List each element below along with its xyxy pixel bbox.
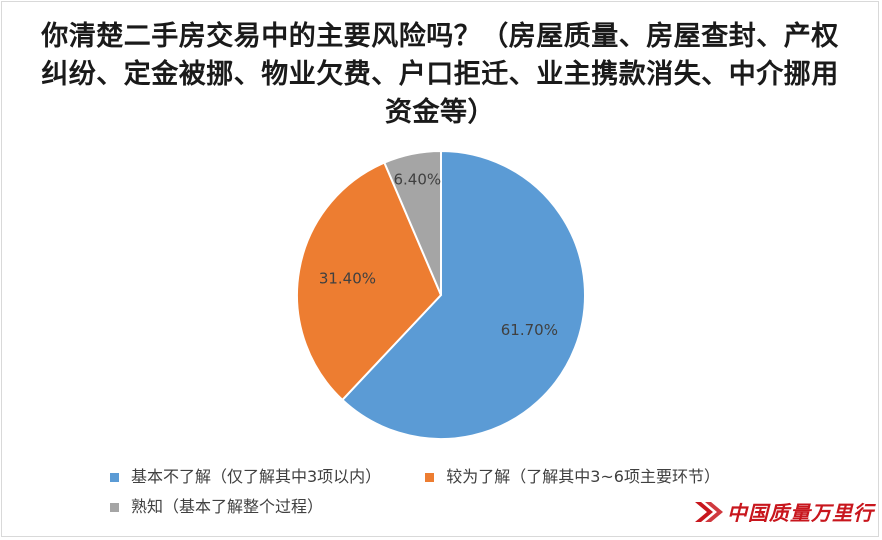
pie-data-label: 31.40% xyxy=(319,269,376,287)
legend-item-expert: 熟知（基本了解整个过程） xyxy=(110,492,323,522)
pie-slice xyxy=(296,161,443,402)
chart-legend: 基本不了解（仅了解其中3项以内） 较为了解（了解其中3~6项主要环节） 熟知（基… xyxy=(110,462,830,522)
legend-item-basic: 基本不了解（仅了解其中3项以内） xyxy=(110,462,381,492)
pie-data-label: 6.40% xyxy=(393,170,441,188)
watermark-logo: 中国质量万里行 xyxy=(693,497,874,526)
pie-slice xyxy=(383,149,442,296)
pie-slice xyxy=(340,149,586,440)
chart-title: 你清楚二手房交易中的主要风险吗？（房屋质量、房屋查封、产权纠纷、定金被挪、物业欠… xyxy=(41,21,839,128)
legend-swatch xyxy=(110,502,119,512)
legend-label: 较为了解（了解其中3~6项主要环节） xyxy=(446,467,720,486)
watermark-text: 中国质量万里行 xyxy=(727,501,874,525)
pie-data-label: 61.70% xyxy=(501,321,558,339)
legend-swatch xyxy=(425,472,435,482)
legend-item-familiar: 较为了解（了解其中3~6项主要环节） xyxy=(425,462,720,492)
logo-mark-icon xyxy=(695,501,723,522)
legend-swatch xyxy=(110,472,119,482)
legend-label: 基本不了解（仅了解其中3项以内） xyxy=(131,467,382,486)
legend-label: 熟知（基本了解整个过程） xyxy=(131,497,324,516)
